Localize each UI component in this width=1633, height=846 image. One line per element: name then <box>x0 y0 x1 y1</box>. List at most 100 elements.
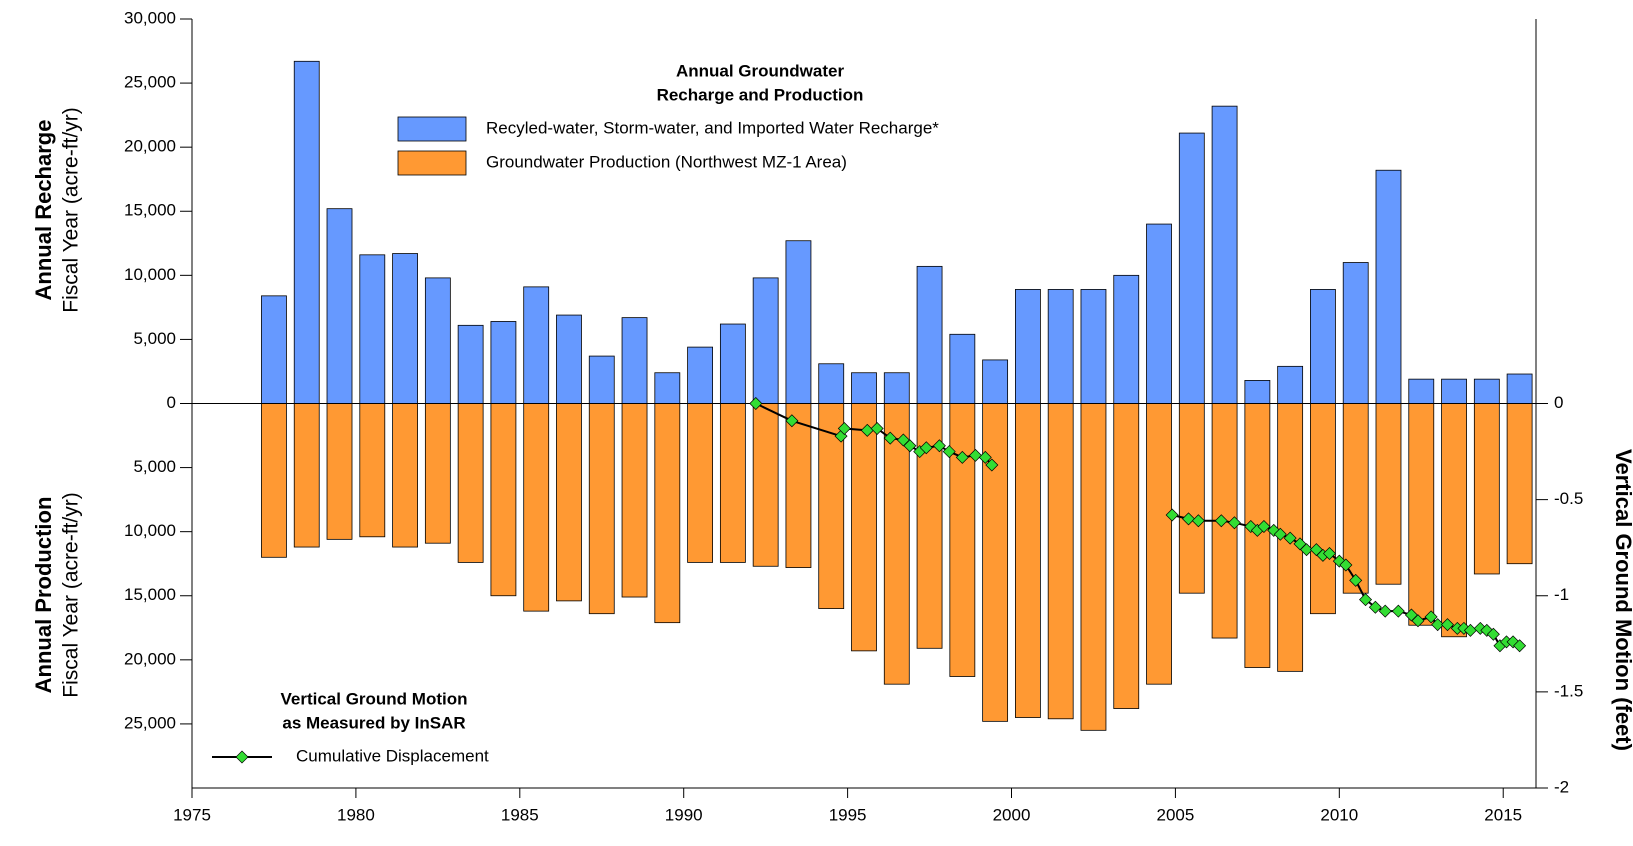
bar <box>1277 365 1304 404</box>
bar <box>621 403 648 598</box>
y-label: Fiscal Year (acre-ft/yr) <box>60 492 83 697</box>
y-tick-label: 25,000 <box>124 713 176 732</box>
bar <box>1080 289 1107 404</box>
bar <box>1113 274 1140 404</box>
y-tick-label: 15,000 <box>124 585 176 604</box>
marker <box>749 397 763 410</box>
x-tick-label: 2010 <box>1320 805 1358 824</box>
x-tick-label: 2000 <box>993 805 1031 824</box>
x-tick-label: 1995 <box>829 805 867 824</box>
marker <box>1339 558 1353 572</box>
bar <box>1473 378 1500 404</box>
bar <box>752 403 779 567</box>
marker <box>942 445 956 459</box>
bar <box>687 346 713 404</box>
bar <box>457 403 484 563</box>
bar <box>1113 403 1140 709</box>
bar <box>1506 403 1533 565</box>
marker <box>955 450 969 464</box>
bar <box>261 295 287 404</box>
marker <box>1257 520 1271 534</box>
marker <box>1440 618 1454 632</box>
bar <box>1408 378 1435 404</box>
bar <box>1473 403 1500 575</box>
bar <box>719 403 746 563</box>
marker <box>1424 610 1438 624</box>
marker <box>1227 516 1241 530</box>
bar <box>949 403 976 677</box>
bar <box>818 363 845 404</box>
marker <box>1300 543 1314 557</box>
x-tick-label: 2005 <box>1157 805 1195 824</box>
marker <box>985 458 999 472</box>
marker <box>968 448 982 462</box>
bar <box>457 324 484 404</box>
marker <box>837 421 851 435</box>
y-tick-label: 5,000 <box>133 329 176 348</box>
marker <box>1391 604 1405 618</box>
y-label: Fiscal Year (acre-ft/yr) <box>60 107 83 312</box>
legend-swatch <box>397 116 467 142</box>
bar <box>1178 132 1205 404</box>
x-tick-label: 2015 <box>1484 805 1522 824</box>
bar <box>752 277 779 404</box>
legend-marker <box>235 750 249 764</box>
bar <box>293 60 320 404</box>
y-tick-label: 20,000 <box>124 649 176 668</box>
x-tick-label: 1975 <box>173 805 211 824</box>
bar <box>1080 403 1107 731</box>
bar <box>1178 403 1205 594</box>
bar <box>654 403 681 624</box>
marker <box>1322 546 1336 560</box>
marker <box>1486 627 1500 641</box>
legend-title: Annual Groundwater <box>676 61 845 80</box>
marker <box>1182 512 1196 526</box>
bar <box>1146 223 1172 404</box>
bar <box>1244 380 1271 404</box>
x-tick-label: 1985 <box>501 805 539 824</box>
y-label: Annual Production <box>31 497 56 694</box>
marker <box>1349 573 1363 587</box>
bar <box>392 403 418 548</box>
bar <box>523 286 550 404</box>
bar <box>1375 169 1402 404</box>
marker <box>1368 600 1382 614</box>
bar <box>982 403 1009 722</box>
bar <box>523 403 550 612</box>
legend-label: Cumulative Displacement <box>296 746 489 765</box>
bar <box>883 372 910 404</box>
marker <box>1273 527 1287 541</box>
y-tick-label: 20,000 <box>124 137 176 156</box>
bar <box>1441 378 1467 404</box>
bar <box>556 403 582 602</box>
marker <box>1411 614 1425 628</box>
bar <box>621 317 648 404</box>
marker <box>1513 639 1527 653</box>
bar <box>1047 403 1074 720</box>
y2-tick-label: 0 <box>1554 393 1563 412</box>
bar <box>1146 403 1172 685</box>
line-legend-title: as Measured by InSAR <box>282 713 465 732</box>
bar <box>982 359 1009 404</box>
y-tick-label: 0 <box>167 393 176 412</box>
y-tick-label: 5,000 <box>133 457 176 476</box>
bar <box>916 265 943 404</box>
marker <box>919 441 933 455</box>
y-label: Annual Recharge <box>31 120 56 301</box>
line-legend-title: Vertical Ground Motion <box>280 689 467 708</box>
bar <box>1375 403 1402 585</box>
bar <box>1015 403 1041 718</box>
x-tick-label: 1990 <box>665 805 703 824</box>
y2-tick-label: -0.5 <box>1554 489 1583 508</box>
marker <box>1283 531 1297 545</box>
bar <box>556 314 582 404</box>
bar <box>687 403 713 563</box>
legend-label: Groundwater Production (Northwest MZ-1 A… <box>486 152 847 171</box>
marker <box>883 431 897 445</box>
bar <box>424 277 451 404</box>
marker <box>1165 508 1179 522</box>
bar <box>588 355 615 404</box>
bar <box>1211 105 1238 404</box>
y-tick-label: 25,000 <box>124 73 176 92</box>
y2-tick-label: -2 <box>1554 777 1569 796</box>
